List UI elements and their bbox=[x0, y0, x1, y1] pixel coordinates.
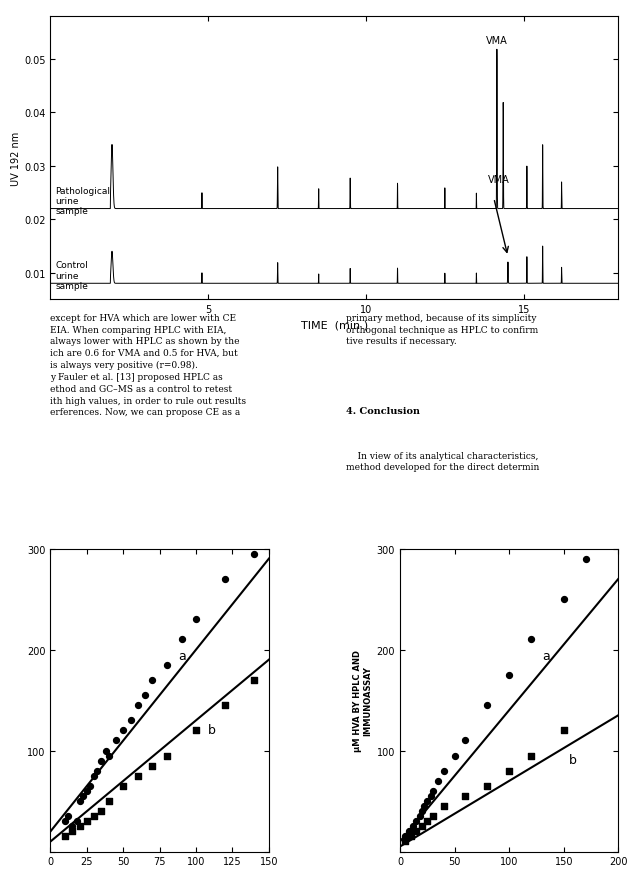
Text: 4. Conclusion: 4. Conclusion bbox=[346, 407, 420, 415]
Text: VMA: VMA bbox=[487, 175, 509, 184]
Point bbox=[97, 805, 107, 819]
Point bbox=[133, 699, 143, 713]
Text: Control
urine
sample: Control urine sample bbox=[56, 261, 88, 291]
Text: b: b bbox=[208, 723, 216, 736]
Point bbox=[68, 819, 78, 833]
Point bbox=[439, 799, 449, 813]
Point bbox=[425, 789, 435, 803]
Point bbox=[416, 805, 427, 819]
Point bbox=[581, 552, 591, 566]
Point bbox=[118, 724, 128, 738]
Point bbox=[411, 814, 422, 828]
Point bbox=[82, 784, 92, 798]
Point bbox=[428, 784, 438, 798]
Point bbox=[526, 749, 536, 763]
Point bbox=[439, 764, 449, 778]
Point bbox=[85, 779, 95, 793]
Point bbox=[177, 633, 187, 647]
Point bbox=[82, 814, 92, 828]
Point bbox=[97, 753, 107, 767]
Point bbox=[60, 830, 70, 844]
Point bbox=[89, 809, 99, 823]
Point bbox=[404, 825, 414, 839]
Point bbox=[428, 809, 438, 823]
Text: a: a bbox=[542, 649, 550, 662]
Point bbox=[482, 699, 492, 713]
X-axis label: TIME  (min.): TIME (min.) bbox=[301, 321, 368, 330]
Point bbox=[118, 779, 128, 793]
Text: In view of its analytical characteristics,
method developed for the direct deter: In view of its analytical characteristic… bbox=[346, 451, 539, 472]
Point bbox=[406, 825, 416, 839]
Point bbox=[68, 825, 78, 839]
Point bbox=[111, 733, 121, 747]
Text: a: a bbox=[179, 649, 186, 662]
Point bbox=[461, 789, 471, 803]
Point bbox=[504, 668, 514, 682]
Point bbox=[408, 819, 418, 833]
Point bbox=[191, 613, 201, 627]
Point bbox=[401, 830, 411, 844]
Point bbox=[249, 547, 259, 561]
Point bbox=[60, 814, 70, 828]
Point bbox=[415, 809, 425, 823]
Point bbox=[416, 819, 427, 833]
Point bbox=[126, 713, 136, 727]
Point bbox=[433, 774, 443, 788]
Point bbox=[72, 814, 82, 828]
Point bbox=[78, 789, 88, 803]
Point bbox=[220, 572, 230, 586]
Point bbox=[401, 834, 411, 848]
Text: except for HVA which are lower with CE
EIA. When comparing HPLC with EIA,
always: except for HVA which are lower with CE E… bbox=[50, 314, 247, 417]
Point bbox=[422, 794, 432, 808]
Point bbox=[101, 744, 111, 758]
Point bbox=[558, 724, 569, 738]
Text: VMA: VMA bbox=[486, 36, 508, 46]
Point bbox=[89, 769, 99, 783]
Point bbox=[162, 658, 172, 672]
Point bbox=[249, 673, 259, 687]
Point bbox=[449, 749, 459, 763]
Point bbox=[140, 688, 150, 702]
Point bbox=[504, 764, 514, 778]
Point bbox=[422, 814, 432, 828]
Point bbox=[148, 673, 158, 687]
Point bbox=[63, 809, 73, 823]
Text: b: b bbox=[569, 753, 577, 766]
Point bbox=[162, 749, 172, 763]
Point bbox=[103, 794, 114, 808]
Point bbox=[133, 769, 143, 783]
Point bbox=[103, 749, 114, 763]
Point bbox=[92, 764, 102, 778]
Point bbox=[482, 779, 492, 793]
Point bbox=[74, 819, 85, 833]
Point bbox=[411, 825, 422, 839]
Point bbox=[526, 633, 536, 647]
Point bbox=[419, 799, 429, 813]
Point bbox=[74, 794, 85, 808]
Point bbox=[461, 733, 471, 747]
Y-axis label: UV 192 nm: UV 192 nm bbox=[11, 131, 21, 186]
Point bbox=[220, 699, 230, 713]
Y-axis label: µM HVA BY HPLC AND
IMMUNOASSAY: µM HVA BY HPLC AND IMMUNOASSAY bbox=[353, 649, 372, 751]
Point bbox=[558, 593, 569, 607]
Point bbox=[191, 724, 201, 738]
Point bbox=[406, 830, 416, 844]
Point bbox=[148, 759, 158, 773]
Text: primary method, because of its simplicity
orthogonal technique as HPLC to confir: primary method, because of its simplicit… bbox=[346, 314, 538, 346]
Text: Pathological
urine
sample: Pathological urine sample bbox=[56, 187, 110, 216]
